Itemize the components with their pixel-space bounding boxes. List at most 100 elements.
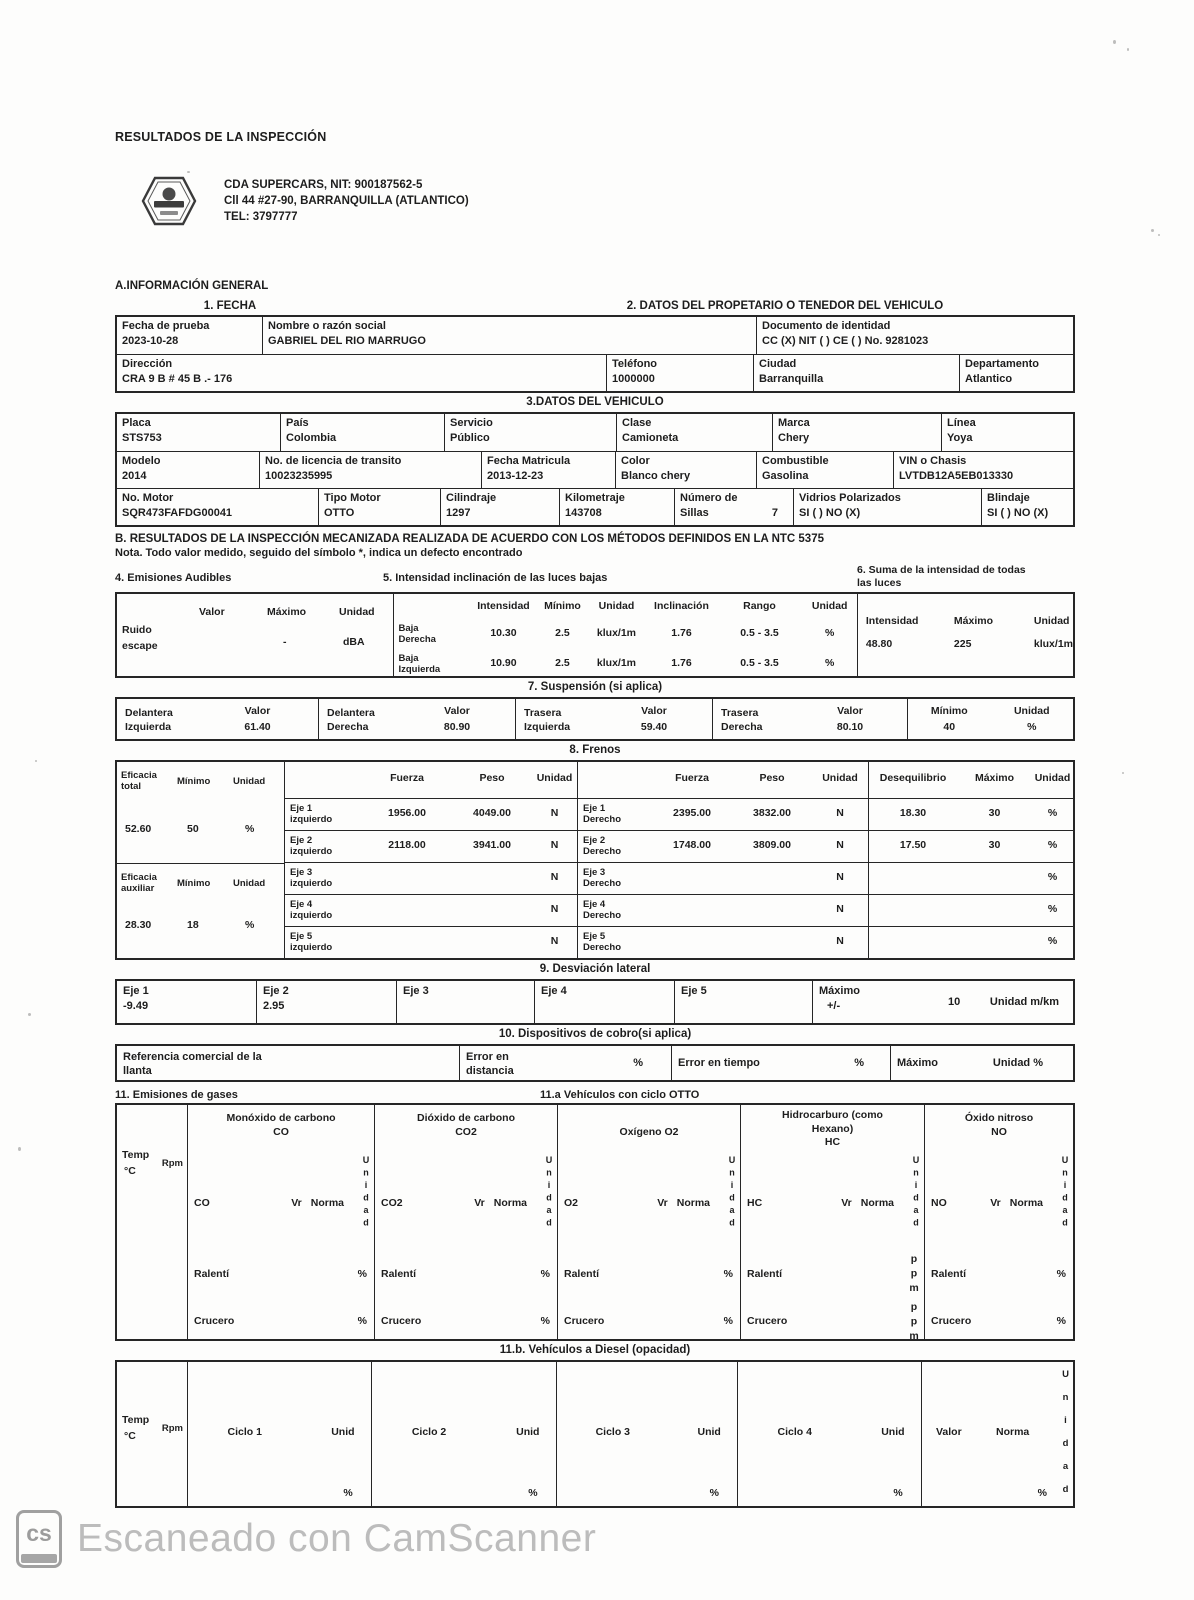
axle-label: Eje 5 Derecho xyxy=(577,927,652,958)
motor-cell: No. Motor SQR473FAFDG00041 xyxy=(117,489,318,525)
min-value: 18 xyxy=(187,919,199,931)
marca-label: Marca xyxy=(778,417,810,429)
percent-label: % xyxy=(343,1487,353,1499)
unidad-value: N xyxy=(836,807,844,819)
unit-header: Unidad xyxy=(1013,705,1050,717)
susp-value-block: Valor 59.40 xyxy=(596,699,712,739)
susp-cell: Trasera Izquierda Valor 59.40 xyxy=(515,699,712,739)
section-6-title: 6. Suma de la intensidad de todas las lu… xyxy=(857,564,1075,590)
section-3-title: 3.DATOS DEL VEHICULO xyxy=(526,396,664,408)
licencia-label: No. de licencia de transito xyxy=(265,455,402,467)
valor-value: 80.90 xyxy=(443,721,471,733)
suspension-table: Delantera Izquierda Valor 61.40 Delanter… xyxy=(115,697,1075,741)
unidad-value: % xyxy=(1047,839,1058,851)
maximo-header: Máximo xyxy=(953,614,993,627)
unidad-value: % xyxy=(1047,871,1058,883)
unid-label: Unid xyxy=(516,1426,540,1438)
tipo-motor-label: Tipo Motor xyxy=(324,492,381,504)
fuerza-value: 2118.00 xyxy=(388,839,426,851)
susp-value-block: Valor 80.90 xyxy=(399,699,515,739)
clase-label: Clase xyxy=(622,417,652,429)
kilometraje-value: 143708 xyxy=(565,507,602,519)
maximo-value: - xyxy=(283,636,287,648)
eje2-cell: Eje 2 2.95 xyxy=(256,981,396,1023)
ruido-label: Ruido xyxy=(122,624,152,636)
blindaje-value: SI ( ) NO (X) xyxy=(987,507,1049,519)
direccion-label: Dirección xyxy=(122,358,173,370)
unid-label: Unid xyxy=(881,1426,905,1438)
vin-value: LVTDB12A5EB013330 xyxy=(899,470,1014,482)
fuerza-value xyxy=(652,895,732,926)
color-label: Color xyxy=(621,455,650,467)
unidad-label: Unidad % xyxy=(992,1057,1043,1069)
eje-label: Eje 5 xyxy=(681,985,707,997)
linea-label: Línea xyxy=(947,417,976,429)
pais-label: País xyxy=(286,417,309,429)
eje4-cell: Eje 4 xyxy=(534,981,674,1023)
cell-value: klux/1m xyxy=(596,657,637,669)
gas-column-co2: Dióxido de carbono CO2 CO2 Vr Norma Unida… xyxy=(374,1105,557,1339)
susp-label-line2: Derecha xyxy=(327,721,369,733)
section-b-note: Nota. Todo valor medido, seguido del sím… xyxy=(115,547,523,559)
section-a-title: A.INFORMACIÓN GENERAL xyxy=(115,280,269,292)
min-value: 40 xyxy=(943,721,956,733)
time-error-cell: Error en tiempo % xyxy=(671,1046,890,1080)
susp-cell: Delantera Derecha Valor 80.90 xyxy=(318,699,515,739)
brakes-row-eje1: Eje 1 izquierdo 1956.00 4049.00 N Eje 1 De… xyxy=(285,798,1073,830)
section-4-title: 4. Emisiones Audibles xyxy=(115,572,232,584)
camscanner-text: Escaneado con CamScanner xyxy=(77,1517,597,1560)
susp-value-block: Valor 80.10 xyxy=(793,699,907,739)
peso-value: 3941.00 xyxy=(473,839,511,851)
row-label-line2: Izquierda xyxy=(398,664,441,675)
telefono-cell: Teléfono 1000000 xyxy=(606,355,753,391)
plus-minus-label: +/- xyxy=(827,1000,841,1012)
axle-label: Eje 3 izquierdo xyxy=(290,867,333,889)
maximo-value: 10 xyxy=(948,996,961,1008)
axle-label: Eje 2 Derecho xyxy=(577,831,652,862)
section-11b-title: 11.b. Vehículos a Diesel (opacidad) xyxy=(499,1344,691,1356)
section-11-headings: 11. Emisiones de gases 11.a Vehículos co… xyxy=(115,1089,1075,1101)
gas-column-o2: Oxígeno O2 O2 Vr Norma Unidad Ralentí % C… xyxy=(557,1105,740,1339)
table-row: Dirección CRA 9 B # 45 B .- 176 Teléfono… xyxy=(117,354,1073,391)
row-label-line1: Baja xyxy=(398,653,419,664)
tire-ref-line2: llanta xyxy=(123,1065,152,1077)
gas-header-line1: Hidrocarburo (como xyxy=(782,1109,883,1121)
susp-label-line1: Trasera xyxy=(721,707,759,719)
tire-ref-cell: Referencia comercial de la llanta xyxy=(117,1046,459,1080)
cell-value: 0.5 - 3.5 xyxy=(740,657,779,669)
unidad-label: Unidad m/km xyxy=(989,996,1059,1008)
documento-label: Documento de identidad xyxy=(762,320,891,332)
maximo-label: Máximo xyxy=(897,1057,938,1069)
desequilibrio-value: 17.50 xyxy=(868,831,957,862)
axle-label: Eje 1 Derecho xyxy=(577,799,652,830)
tipo-motor-value: OTTO xyxy=(324,507,355,519)
brakes-axles-grid: Fuerza Peso Unidad Fuerza Peso Unidad De… xyxy=(285,762,1073,958)
unidad-value: N xyxy=(550,935,559,947)
susp-label: Trasera Izquierda xyxy=(516,699,596,739)
gas-emissions-table: Temp Rpm °C Monóxido de carbono CO CO Vr… xyxy=(115,1103,1075,1345)
pais-cell: País Colombia xyxy=(280,414,444,451)
eje3-cell: Eje 3 xyxy=(396,981,534,1023)
fuerza-value xyxy=(362,895,452,926)
ciclo-label: Ciclo 3 xyxy=(595,1426,631,1438)
departamento-cell: Departamento Atlantico xyxy=(959,355,1073,391)
section-1-2-headings: 1. FECHA 2. DATOS DEL PROPETARIO O TENED… xyxy=(115,300,1075,312)
intensidad-header: Intensidad xyxy=(865,614,919,627)
unidad-header: Unidad xyxy=(1033,614,1070,627)
unidad-value: N xyxy=(836,839,844,851)
gas-header-line1: Monóxido de carbono xyxy=(226,1112,336,1124)
valor-header: Valor xyxy=(444,705,470,717)
noise-box: Valor Máximo Unidad Ruido escape - dBA xyxy=(117,594,395,676)
rpm-label: Rpm xyxy=(161,1423,183,1434)
vin-label: VIN o Chasis xyxy=(899,455,967,467)
ralenti-label: Ralentí xyxy=(381,1268,417,1280)
time-error-label: Error en tiempo xyxy=(678,1057,760,1069)
time-error-unit: % xyxy=(854,1057,864,1069)
crucero-unit: % xyxy=(357,1315,367,1327)
telefono-value: 1000000 xyxy=(612,373,655,385)
fecha-prueba-label: Fecha de prueba xyxy=(122,320,210,332)
crucero-label: Crucero xyxy=(194,1315,235,1327)
gas-key: NO xyxy=(931,1197,947,1209)
max-unit-cell: Máximo Unidad % xyxy=(890,1046,1073,1080)
vehicle-table: Placa STS753 País Colombia Servicio Públ… xyxy=(115,412,1075,527)
